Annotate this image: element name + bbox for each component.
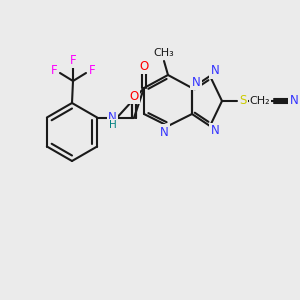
Text: F: F [51,64,57,77]
Text: N: N [160,125,168,139]
Text: N: N [108,111,116,124]
Text: H: H [109,121,117,130]
Text: N: N [192,76,200,88]
Text: CH₃: CH₃ [154,48,174,58]
Text: S: S [239,94,247,107]
Text: CH₂: CH₂ [250,96,270,106]
Text: O: O [140,59,148,73]
Text: O: O [130,90,139,103]
Text: N: N [211,64,219,77]
Text: O: O [130,90,139,103]
Text: N: N [290,94,298,107]
Text: F: F [89,64,95,77]
Text: N: N [211,124,219,137]
Text: F: F [70,53,76,67]
